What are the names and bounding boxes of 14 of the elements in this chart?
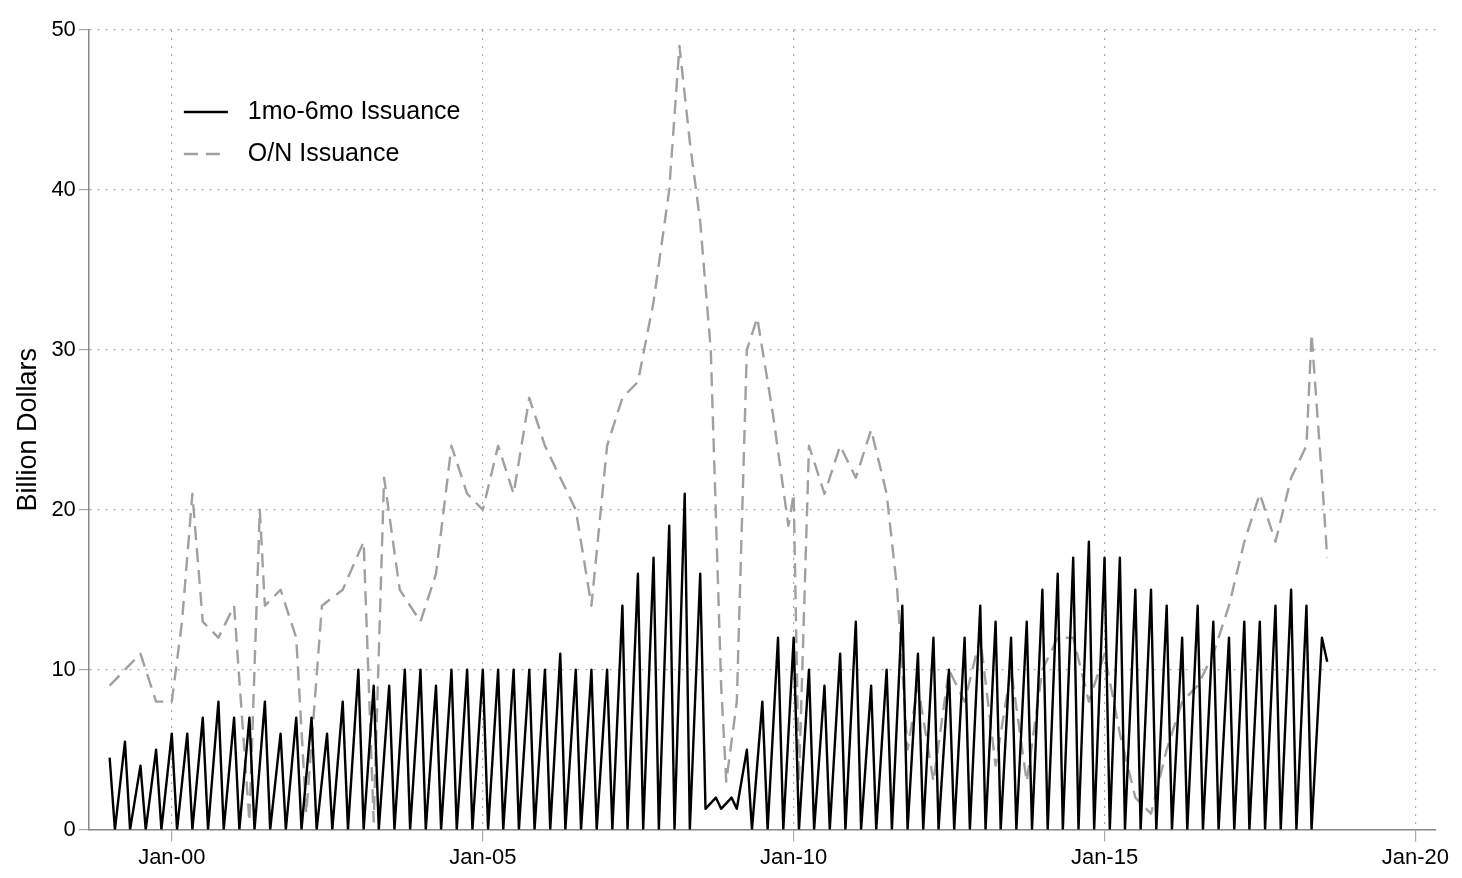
y-tick-label: 50 xyxy=(51,16,76,42)
y-tick-label: 10 xyxy=(51,655,76,681)
x-tick-label: Jan-10 xyxy=(760,843,828,869)
y-tick-label: 20 xyxy=(51,495,76,521)
x-tick-label: Jan-20 xyxy=(1381,843,1450,869)
y-tick-label: 40 xyxy=(51,175,76,201)
legend-label: O/N Issuance xyxy=(247,137,400,166)
x-tick-label: Jan-05 xyxy=(449,843,517,869)
x-tick-label: Jan-00 xyxy=(138,843,206,869)
y-axis-title: Billion Dollars xyxy=(11,348,42,512)
x-tick-label: Jan-15 xyxy=(1070,843,1139,869)
y-tick-label: 0 xyxy=(63,815,76,841)
legend-label: 1mo-6mo Issuance xyxy=(247,95,461,124)
y-tick-label: 30 xyxy=(51,335,76,361)
